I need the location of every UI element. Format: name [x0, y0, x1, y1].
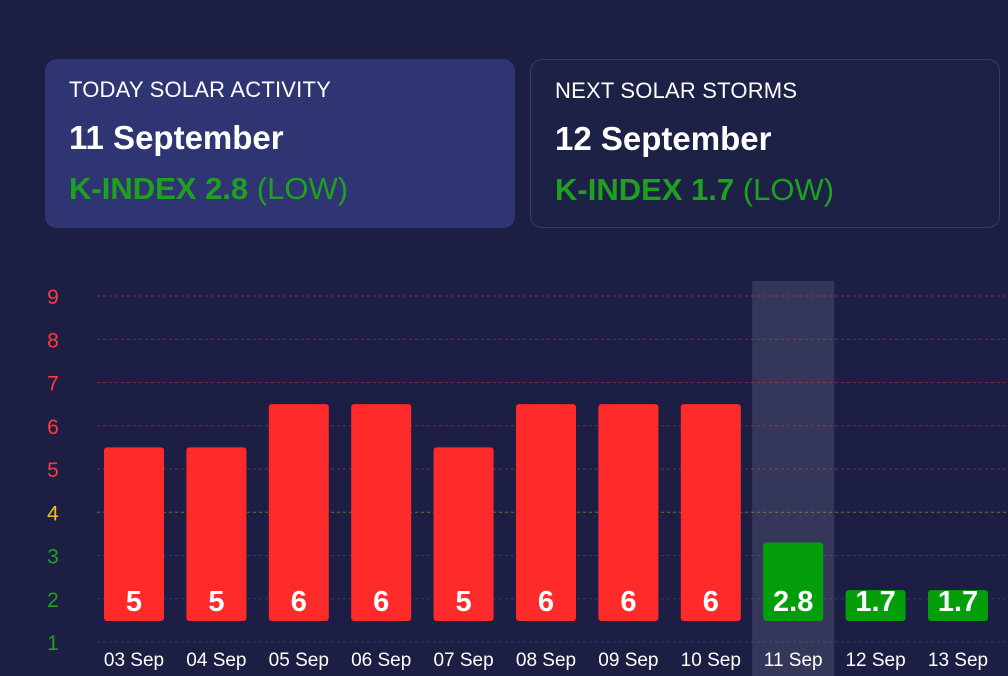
y-tick-label: 9: [47, 286, 59, 309]
bar: [845, 590, 906, 621]
y-tick-label: 2: [47, 589, 59, 612]
bar-value-label: 5: [456, 586, 472, 618]
bar: [516, 404, 576, 621]
y-tick-label: 6: [47, 416, 59, 439]
bar-value-label: 1.7: [855, 586, 895, 618]
bar: [433, 447, 494, 621]
y-tick-label: 4: [47, 502, 59, 525]
x-tick-label: 11 Sep: [764, 650, 823, 671]
bar-value-label: 5: [208, 586, 224, 618]
bar-value-label: 6: [620, 586, 636, 618]
bar: [268, 404, 329, 621]
today-activity-card: TODAY SOLAR ACTIVITY 11 September K-INDE…: [45, 59, 515, 228]
next-kindex-level: (LOW): [742, 172, 835, 207]
today-kindex-value: K-INDEX 2.8: [69, 171, 249, 206]
x-tick-label: 07 Sep: [433, 650, 493, 671]
x-tick-label: 09 Sep: [598, 650, 658, 671]
x-tick-label: 12 Sep: [845, 650, 905, 671]
today-kindex-level: (LOW): [256, 171, 349, 206]
bar-value-label: 6: [538, 586, 554, 618]
next-storms-card: NEXT SOLAR STORMS 12 September K-INDEX 1…: [530, 59, 1000, 228]
bar-value-label: 6: [373, 586, 389, 618]
bar-value-label: 2.8: [773, 586, 813, 618]
x-tick-label: 13 Sep: [928, 650, 988, 671]
today-kindex: K-INDEX 2.8 (LOW): [69, 171, 491, 207]
bar: [351, 404, 412, 621]
next-date: 12 September: [555, 120, 772, 157]
bar: [598, 404, 659, 621]
y-tick-label: 1: [47, 632, 59, 655]
next-kindex: K-INDEX 1.7 (LOW): [555, 172, 975, 208]
today-label: TODAY SOLAR ACTIVITY: [69, 77, 331, 102]
bar-value-label: 6: [291, 586, 307, 618]
bar: [680, 404, 741, 621]
x-tick-label: 03 Sep: [104, 650, 164, 671]
next-kindex-value: K-INDEX 1.7: [555, 172, 735, 207]
bar: [104, 447, 164, 621]
bar-value-label: 1.7: [938, 586, 978, 618]
bar-value-label: 5: [126, 586, 142, 618]
y-tick-label: 8: [47, 329, 59, 352]
kindex-bar-chart: 1 2 3 4 5 6 7 8 9 5 03 Sep 5 04 Sep 6 05 Sep 6 06 Sep 5 07…: [47, 281, 1008, 676]
today-date: 11 September: [69, 119, 284, 156]
bar: [763, 542, 824, 621]
y-tick-label: 5: [47, 459, 59, 482]
bar-value-label: 6: [703, 586, 719, 618]
y-tick-label: 3: [47, 546, 59, 569]
x-tick-label: 06 Sep: [351, 650, 411, 671]
x-tick-label: 04 Sep: [186, 650, 246, 671]
bar: [186, 447, 247, 621]
x-tick-label: 08 Sep: [516, 650, 576, 671]
x-tick-label: 05 Sep: [269, 650, 329, 671]
x-tick-label: 10 Sep: [681, 650, 741, 671]
y-tick-label: 7: [47, 373, 59, 396]
next-label: NEXT SOLAR STORMS: [555, 78, 798, 103]
bar: [928, 590, 988, 621]
